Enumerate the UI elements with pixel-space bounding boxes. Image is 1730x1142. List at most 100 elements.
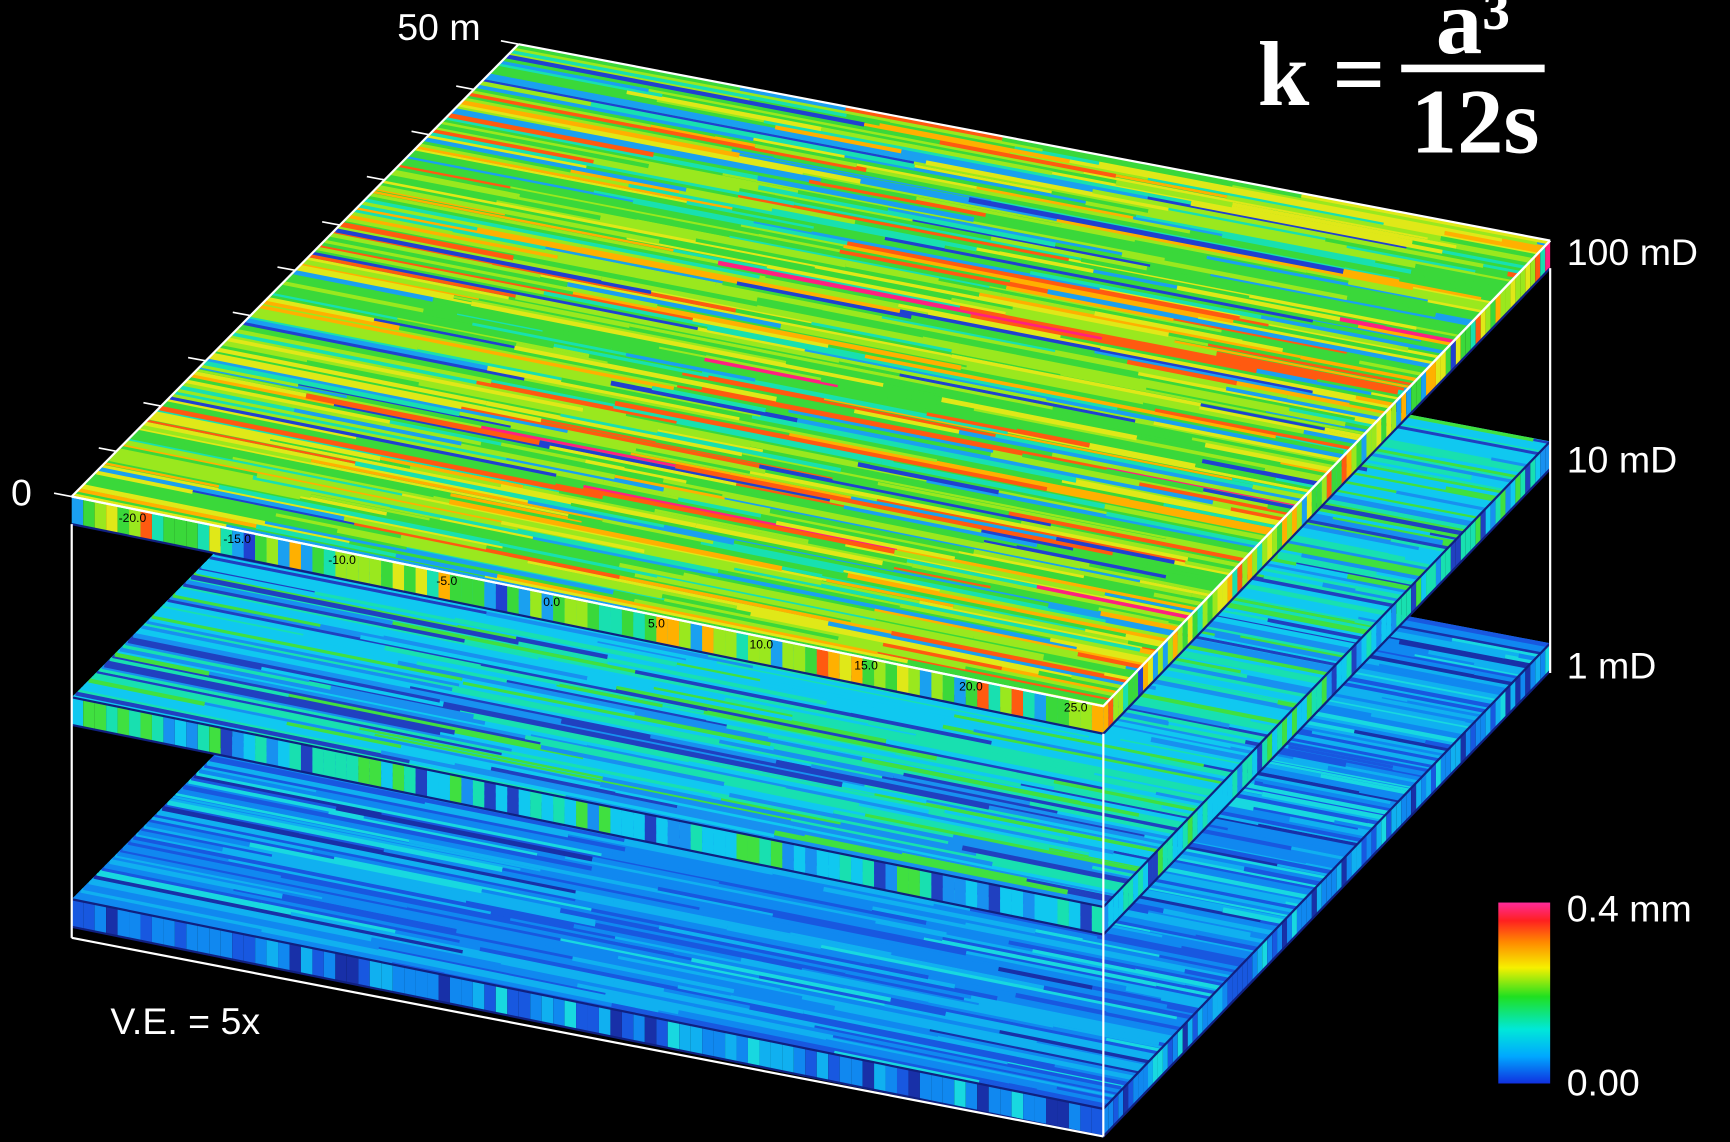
- slab-side: [1237, 964, 1243, 997]
- stripe: [863, 122, 1011, 154]
- stripe: [510, 185, 674, 220]
- stripe: [826, 700, 944, 729]
- slab-front: [300, 945, 313, 976]
- stripe: [797, 189, 889, 212]
- stripe: [78, 689, 382, 754]
- stripe: [814, 262, 1170, 337]
- stripe: [1125, 984, 1206, 1007]
- stripe: [394, 929, 481, 951]
- stripe: [500, 960, 816, 1028]
- stripe: [519, 193, 638, 220]
- slab-front: [564, 596, 577, 627]
- slab-front: [392, 964, 405, 995]
- slab-front: [1091, 703, 1104, 734]
- stripe: [1155, 685, 1290, 716]
- stripe: [275, 511, 401, 542]
- stripe: [804, 832, 1028, 883]
- stripe: [321, 894, 619, 961]
- stripe: [1325, 234, 1509, 277]
- slab-side: [1530, 658, 1536, 692]
- stripe: [820, 126, 1053, 176]
- stripe: [1065, 207, 1347, 268]
- stripe: [91, 878, 502, 964]
- stripe: [182, 380, 482, 446]
- stripe: [991, 739, 1219, 791]
- stripe: [607, 660, 852, 714]
- stripe: [499, 537, 621, 567]
- stripe: [1150, 735, 1248, 761]
- stripe: [1250, 931, 1269, 941]
- slab-side: [1272, 927, 1278, 961]
- slab-side: [1450, 539, 1456, 573]
- stripe: [1305, 858, 1337, 869]
- slab-side: [1386, 606, 1392, 640]
- stripe: [185, 579, 394, 626]
- stripe: [1226, 835, 1342, 865]
- stripe: [1277, 552, 1416, 586]
- stripe: [251, 311, 419, 350]
- stripe: [844, 154, 1087, 204]
- slab-side: [1108, 1098, 1114, 1132]
- stripe: [524, 375, 938, 463]
- stripe: [1252, 483, 1305, 500]
- stripe: [1252, 925, 1274, 936]
- stripe: [737, 194, 1070, 262]
- stripe: [328, 810, 538, 856]
- stripe: [256, 307, 653, 389]
- stripe: [1206, 255, 1429, 302]
- stripe: [1104, 503, 1266, 541]
- stripe: [1156, 982, 1213, 997]
- y-tick: [277, 266, 296, 272]
- slab-side: [1306, 488, 1312, 522]
- slab-front: [805, 846, 817, 877]
- y-tick: [456, 85, 475, 91]
- stripe: [787, 118, 1117, 184]
- stripe: [1134, 419, 1339, 463]
- slab-side: [1545, 441, 1551, 475]
- stripe: [193, 370, 307, 398]
- stripe: [753, 136, 846, 158]
- stripe: [1232, 202, 1457, 249]
- slab-front: [278, 739, 290, 770]
- stripe: [602, 494, 846, 547]
- stripe: [942, 952, 1162, 1000]
- stripe: [923, 332, 1141, 379]
- stripe: [872, 905, 1186, 973]
- stripe: [1261, 560, 1408, 594]
- slab-front: [323, 950, 336, 981]
- slab-front: [71, 496, 84, 527]
- stripe: [700, 539, 845, 573]
- stripe: [615, 684, 887, 744]
- stripe: [80, 887, 516, 981]
- stripe: [1242, 336, 1360, 364]
- stripe: [151, 816, 313, 852]
- stripe: [409, 153, 595, 192]
- slab-front: [1046, 895, 1058, 926]
- slab-front: [278, 941, 290, 972]
- stripe: [1055, 536, 1175, 565]
- stripe: [539, 868, 927, 951]
- slab-front: [679, 619, 691, 650]
- slab-side: [1376, 617, 1382, 651]
- stripe: [843, 502, 1038, 548]
- stripe: [148, 416, 572, 505]
- slab-front: [770, 638, 783, 669]
- slab-side: [1505, 684, 1511, 718]
- slab-front: [197, 722, 210, 753]
- slab-front: [954, 876, 966, 907]
- stripe: [1094, 771, 1211, 798]
- stripe: [1113, 850, 1150, 861]
- stripe: [1168, 206, 1327, 241]
- stripe: [310, 494, 430, 521]
- slab-side: [1148, 654, 1153, 688]
- slab-front: [186, 720, 198, 751]
- stripe: [733, 540, 1049, 607]
- stripes: [72, 44, 1550, 707]
- stripe: [280, 283, 368, 304]
- slab-front: [495, 582, 508, 613]
- slab-front: [828, 851, 840, 881]
- slab-front: [896, 664, 909, 695]
- stripe: [1136, 867, 1303, 905]
- stripe: [514, 974, 680, 1015]
- stripe: [771, 835, 1106, 907]
